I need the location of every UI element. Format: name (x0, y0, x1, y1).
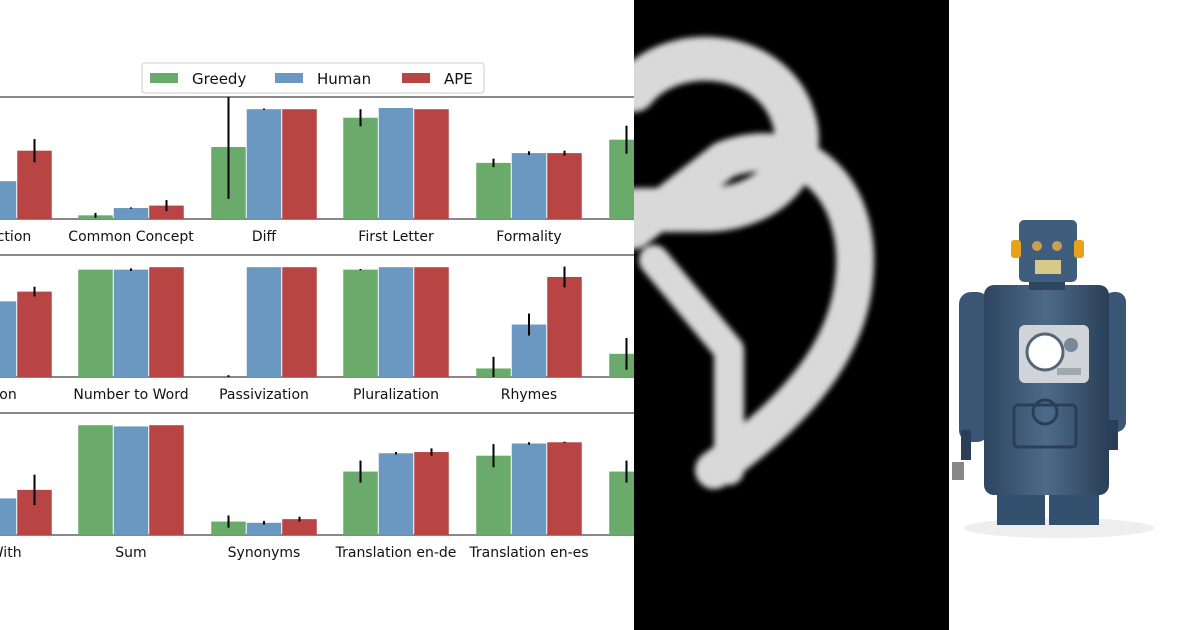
bar-human-diff (246, 109, 282, 219)
bar-ape-number-to-word (149, 267, 184, 377)
bar-human-common-concept (113, 208, 149, 219)
bar-ape-common-concept (149, 205, 184, 219)
bar-greedy-first-letter (343, 117, 378, 219)
bar-human-ation (0, 301, 17, 377)
bar-ape-synonyms (282, 519, 317, 535)
bar-human-number-to-word (113, 269, 149, 377)
category-label-diff: Diff (252, 229, 277, 245)
bar-ape-formality (547, 153, 582, 219)
chart-panel-row-3: g With Sum Synonyms Translation en-de Transl… (0, 412, 634, 561)
chart-panel-row-1: Selection Common Concept Diff First Letter F… (0, 96, 634, 245)
chart-panel-row-2: ation Number to Word Passivization Pluraliz… (0, 254, 634, 403)
legend-swatch-greedy (150, 73, 178, 83)
tin-robot-illustration (952, 220, 1154, 538)
bar-human-translation-en-es (511, 443, 547, 535)
category-label-formality: Formality (496, 229, 561, 245)
category-label-first-letter: First Letter (358, 229, 434, 245)
bar-ape-pluralization (414, 267, 449, 377)
bar-human-synonyms (246, 522, 282, 535)
bar-greedy-se (609, 353, 634, 377)
bar-greedy-la (609, 139, 634, 219)
chart-legend: Greedy Human APE (141, 62, 485, 94)
legend-label-greedy: Greedy (192, 70, 246, 88)
category-label-synonyms: Synonyms (228, 545, 301, 561)
bar-ape-rhymes (547, 276, 582, 377)
robot-toy-photo-panel (949, 0, 1200, 630)
category-label-passivization: Passivization (219, 387, 309, 403)
bar-greedy-translation-en-es (476, 455, 511, 535)
brand-logo-graphic (634, 0, 949, 630)
bar-greedy-tra (609, 471, 634, 535)
category-label-g-with: g With (0, 545, 22, 561)
bar-ape-translation-en-de (414, 452, 449, 535)
category-label-pluralization: Pluralization (353, 387, 439, 403)
bar-human-pluralization (378, 267, 414, 377)
category-label-selection: Selection (0, 229, 31, 245)
chart-panels: Selection Common Concept Diff First Letter F… (0, 96, 634, 561)
category-label-translation-en-es: Translation en-es (468, 545, 588, 561)
legend-swatch-ape (402, 73, 430, 83)
bar-ape-first-letter (414, 109, 449, 219)
category-label-sum: Sum (115, 545, 146, 561)
bar-human-translation-en-de (378, 453, 414, 535)
bar-human-g-with (0, 498, 17, 535)
bar-chart-panel: Greedy Human APE Selection Common Concept Di… (0, 62, 634, 561)
bar-ape-diff (282, 109, 317, 219)
legend-box (141, 62, 485, 94)
bar-ape-translation-en-es (547, 442, 582, 535)
category-label-rhymes: Rhymes (501, 387, 557, 403)
legend-label-human: Human (317, 70, 371, 88)
bar-human-first-letter (378, 107, 414, 219)
bar-human-sum (113, 426, 149, 535)
category-label-translation-en-de: Translation en-de (335, 545, 457, 561)
grouped-bar-chart: Greedy Human APE Selection Common Concept Di… (0, 62, 634, 561)
bar-human-passivization (246, 267, 282, 377)
bar-greedy-sum (78, 425, 113, 535)
bar-greedy-synonyms (211, 521, 246, 535)
bar-greedy-number-to-word (78, 269, 113, 377)
bar-greedy-formality (476, 162, 511, 219)
bar-human-selection (0, 181, 17, 219)
legend-label-ape: APE (444, 70, 473, 88)
bar-greedy-pluralization (343, 269, 378, 377)
logo-photo-panel (634, 0, 949, 630)
bar-ape-ation (17, 291, 52, 377)
category-label-ation: ation (0, 387, 17, 403)
bar-ape-sum (149, 425, 184, 535)
category-label-number-to-word: Number to Word (73, 387, 188, 403)
bar-ape-passivization (282, 267, 317, 377)
legend-swatch-human (275, 73, 303, 83)
bar-human-formality (511, 153, 547, 219)
category-label-common-concept: Common Concept (68, 229, 194, 245)
